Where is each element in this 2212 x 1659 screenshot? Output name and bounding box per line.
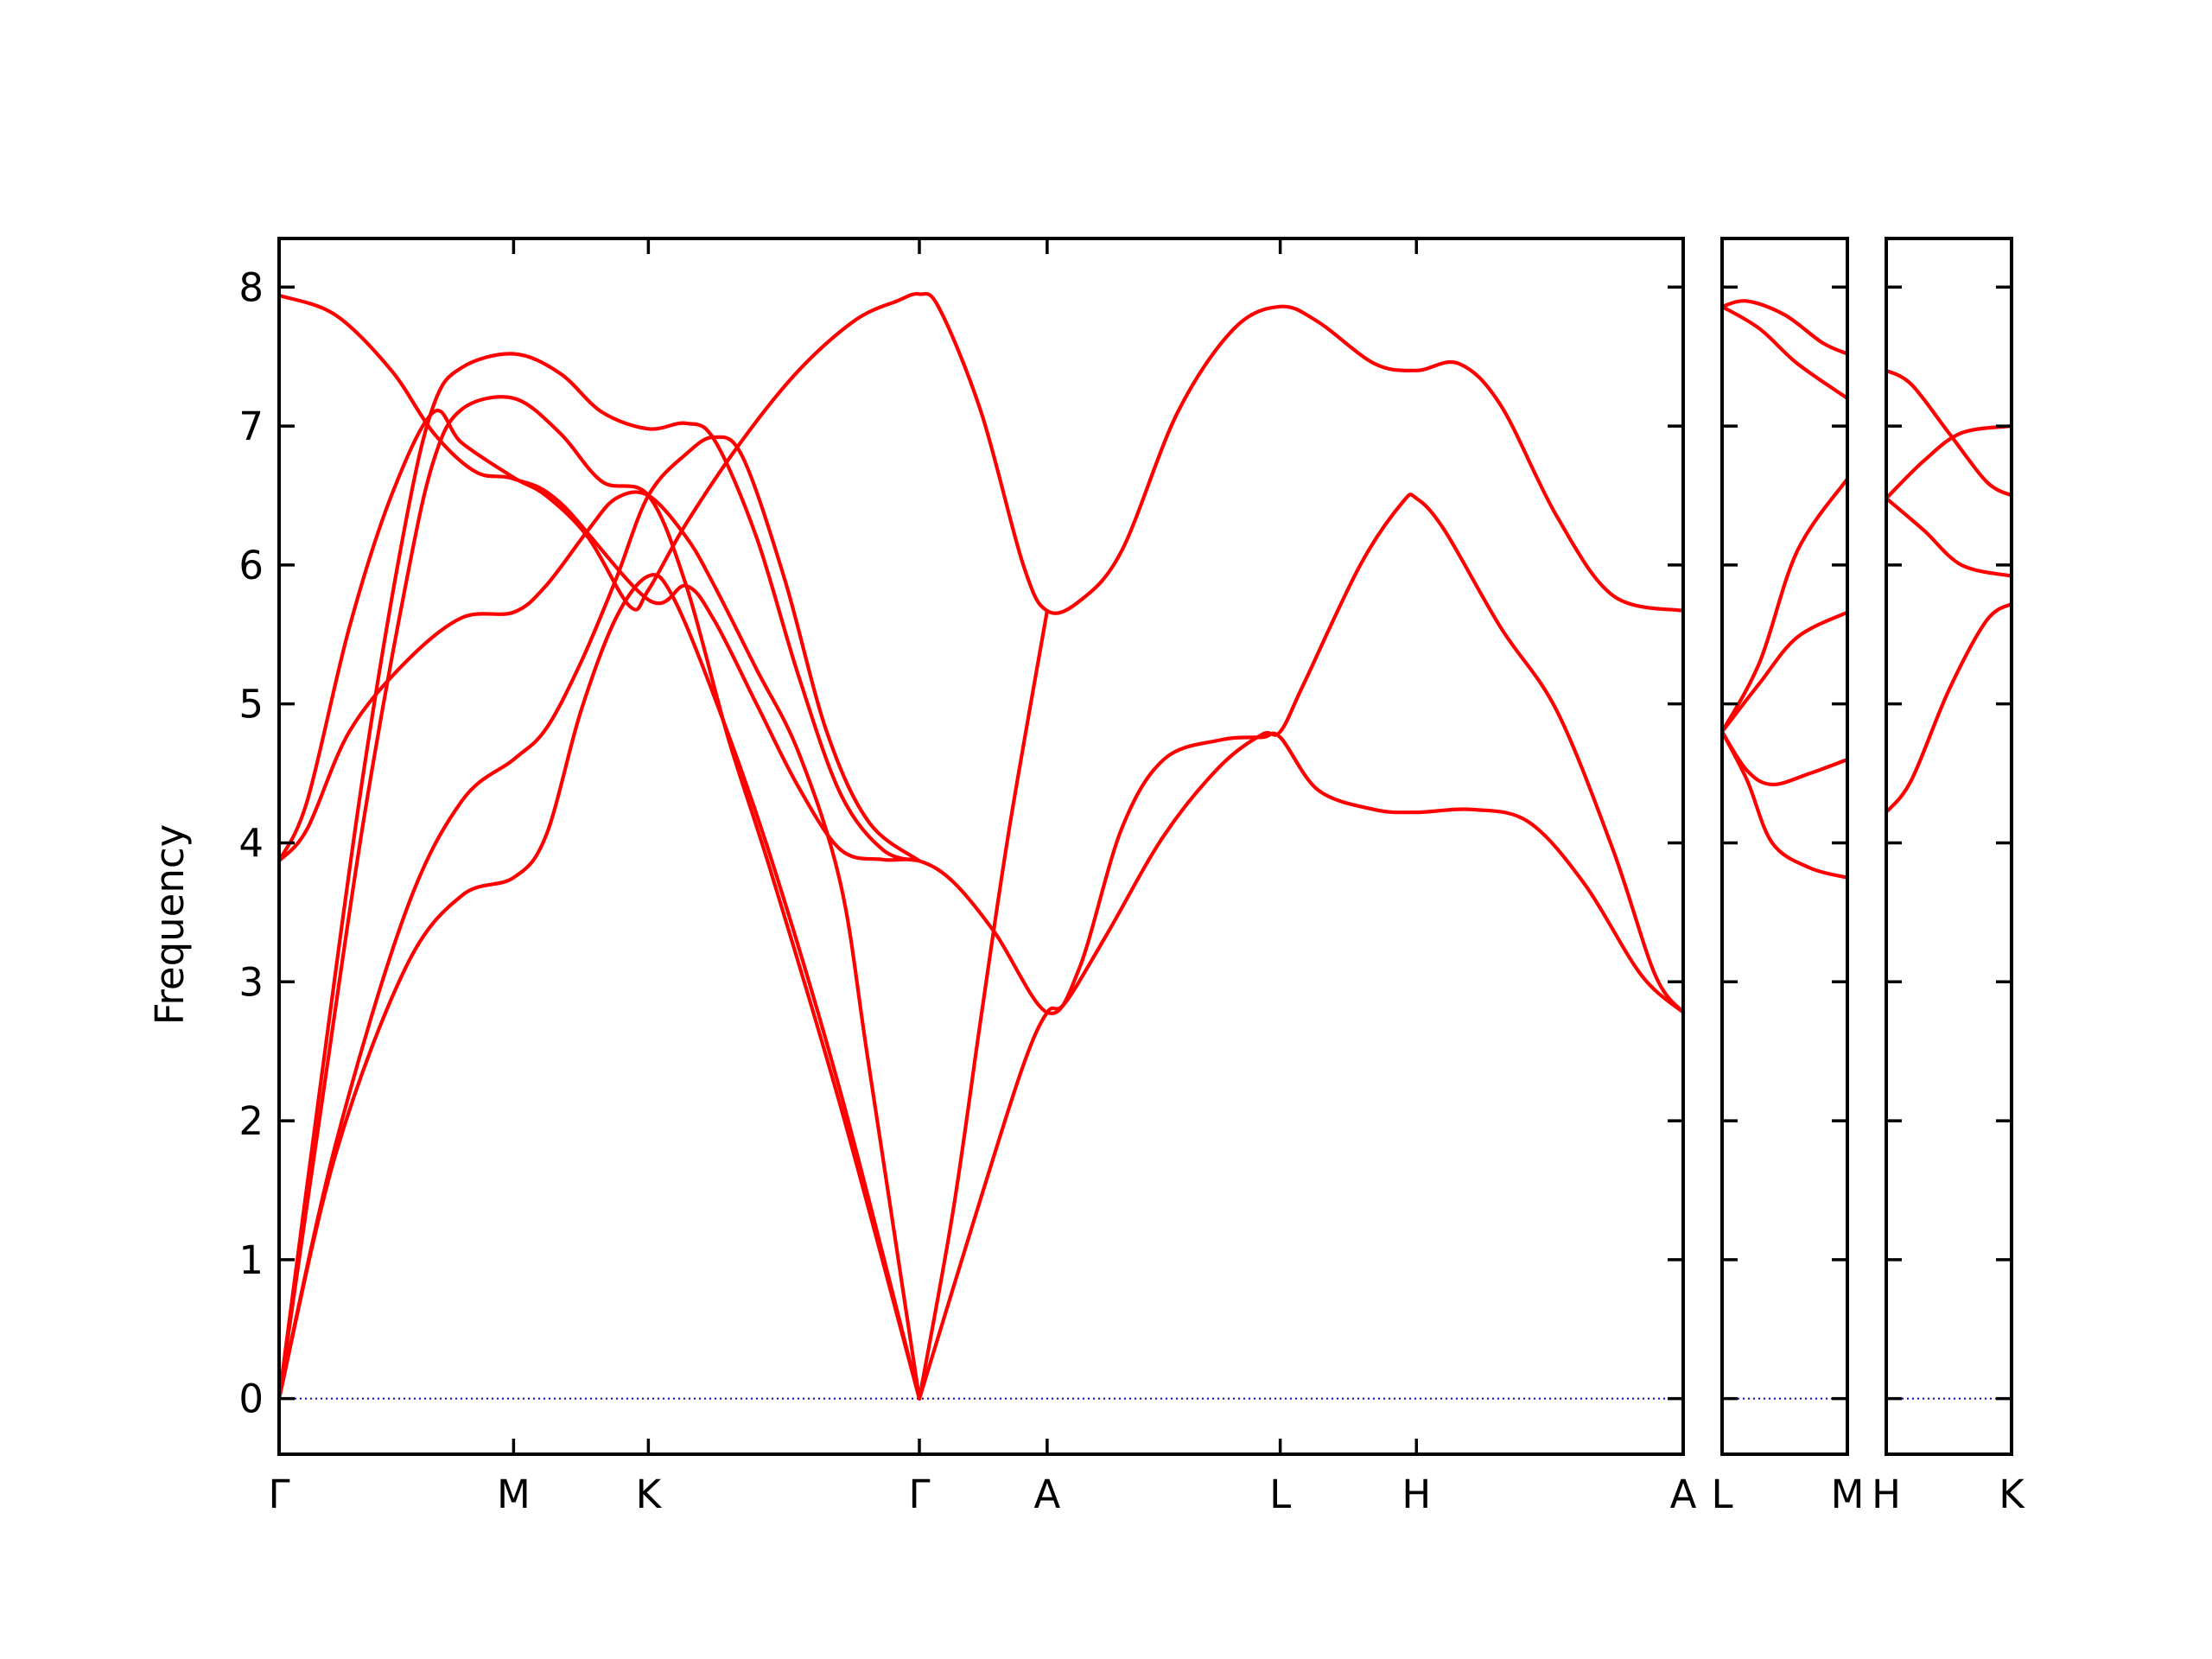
y-tick-label: 0 bbox=[238, 1376, 264, 1422]
y-tick-label: 3 bbox=[238, 959, 264, 1005]
y-tick-label: 5 bbox=[238, 682, 264, 728]
y-tick-label: 2 bbox=[238, 1098, 264, 1144]
panel-frame bbox=[1885, 237, 2013, 1456]
band-line bbox=[1719, 610, 1850, 734]
band-line bbox=[276, 352, 922, 1401]
x-tick-label: H bbox=[1402, 1471, 1431, 1517]
x-tick-label: L bbox=[1269, 1471, 1291, 1517]
x-tick-label: L bbox=[1711, 1471, 1732, 1517]
band-line bbox=[1719, 729, 1850, 787]
x-tick-label: M bbox=[1831, 1471, 1865, 1517]
band-lines-layer bbox=[276, 291, 2014, 1401]
y-tick-label: 8 bbox=[238, 264, 264, 310]
x-tick-label: A bbox=[1033, 1471, 1060, 1517]
x-tick-label: K bbox=[1999, 1471, 2025, 1517]
x-tick-label: M bbox=[497, 1471, 531, 1517]
panel-frame bbox=[277, 237, 1685, 1456]
band-line bbox=[917, 608, 1049, 1401]
band-line bbox=[1884, 496, 2014, 578]
x-tick-label: Γ bbox=[268, 1471, 289, 1517]
y-tick-label: 1 bbox=[238, 1237, 264, 1283]
band-line bbox=[276, 435, 922, 1401]
band-line bbox=[276, 293, 1686, 1015]
x-tick-label: K bbox=[636, 1471, 663, 1517]
band-line bbox=[1884, 424, 2014, 500]
x-tick-label: H bbox=[1872, 1471, 1901, 1517]
band-line bbox=[1884, 601, 2014, 815]
y-tick-label: 7 bbox=[238, 404, 264, 449]
x-tick-label: Γ bbox=[908, 1471, 930, 1517]
y-axis-label: Frequency bbox=[147, 824, 193, 1025]
y-tick-label: 6 bbox=[238, 543, 264, 588]
x-tick-label: A bbox=[1670, 1471, 1697, 1517]
band-line bbox=[276, 490, 922, 1401]
band-line bbox=[1719, 729, 1850, 880]
band-line bbox=[1719, 304, 1850, 400]
band-line bbox=[1884, 368, 2014, 498]
band-line bbox=[276, 573, 922, 1401]
panel-frame bbox=[1720, 237, 1849, 1456]
band-line bbox=[917, 493, 1686, 1401]
y-tick-label: 4 bbox=[238, 820, 264, 866]
band-line bbox=[1719, 299, 1850, 356]
band-line bbox=[276, 291, 1686, 863]
band-line bbox=[1719, 477, 1850, 734]
band-line bbox=[276, 395, 922, 1401]
